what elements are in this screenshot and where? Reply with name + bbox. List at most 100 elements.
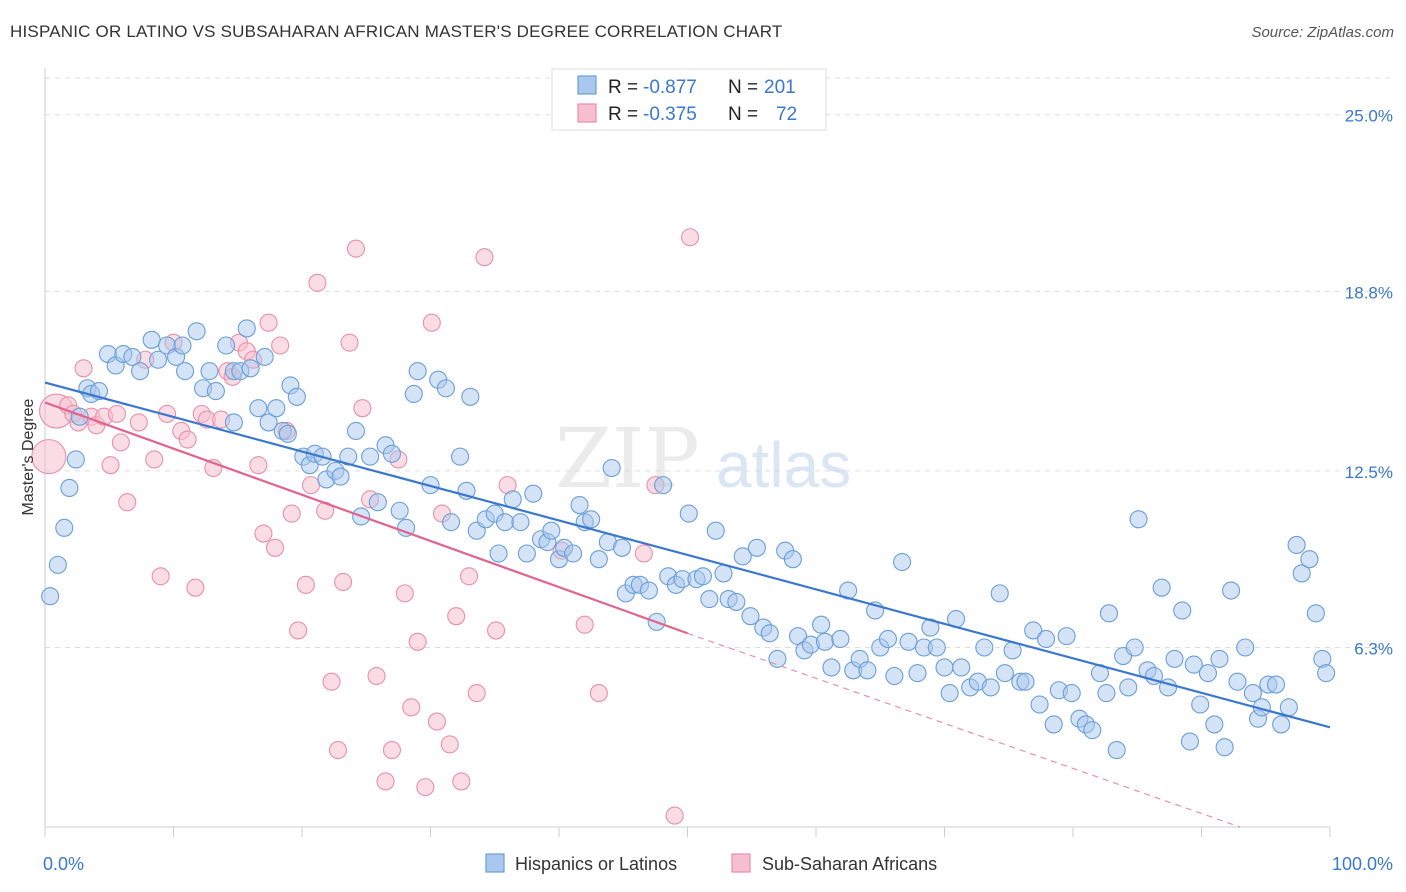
hispanic-point [55, 518, 74, 537]
sub-saharan-point [186, 578, 205, 597]
sub-saharan-point [459, 567, 479, 586]
sub-saharan-point [376, 772, 395, 791]
hispanic-point [908, 664, 927, 683]
hispanic-point [48, 555, 67, 574]
hispanic-point [217, 336, 236, 355]
hispanic-point [249, 399, 268, 418]
hispanic-point [237, 319, 256, 338]
legend-swatch-blue [577, 75, 597, 95]
hispanic-point [935, 658, 954, 677]
sub-saharan-point [289, 621, 308, 640]
hispanic-point [927, 638, 946, 657]
sub-saharan-point [145, 450, 164, 469]
hispanic-point [582, 510, 601, 529]
sub-saharan-point [589, 684, 608, 703]
hispanic-point [679, 504, 698, 523]
hispanic-point [489, 544, 508, 563]
hispanic-point [1222, 581, 1241, 600]
hispanic-point [639, 581, 659, 600]
hispanic-point [1119, 678, 1138, 697]
sub-saharan-point [340, 333, 359, 352]
sub-saharan-point [427, 712, 446, 731]
legend-n-label-1: N = [728, 77, 758, 98]
sub-saharan-point [31, 439, 67, 475]
sub-saharan-trend-line [44, 401, 688, 635]
hispanic-point [331, 467, 350, 486]
hispanic-point [815, 632, 835, 651]
hispanic-point [200, 362, 219, 381]
series-hispanic-points [41, 319, 1336, 760]
sub-saharan-point [322, 672, 341, 691]
hispanic-point [1062, 684, 1081, 703]
sub-saharan-point [254, 524, 273, 543]
hispanic-point [224, 413, 243, 432]
hispanic-point [1057, 627, 1076, 646]
sub-saharan-point [452, 772, 471, 791]
hispanic-point [893, 552, 912, 572]
hispanic-point [397, 518, 416, 537]
hispanic-point [878, 629, 898, 649]
grid-lines: 6.3% 12.5% 18.8% 25.0% [45, 77, 1395, 659]
hispanic-point [1107, 741, 1126, 760]
hispanic-point [241, 359, 260, 378]
hispanic-point [822, 658, 841, 677]
series-sub-saharan-points [31, 228, 700, 825]
hispanic-point [1184, 655, 1203, 674]
hispanic-point [1287, 535, 1306, 554]
legend-r-label-1: R = [608, 77, 638, 98]
sub-saharan-point [346, 239, 366, 258]
hispanic-point [1099, 604, 1119, 623]
hispanic-point [564, 544, 583, 563]
hispanic-point [187, 322, 206, 341]
y-tick-label: 18.8% [1345, 283, 1393, 302]
x-tick-label: 0.0% [43, 854, 84, 874]
legend-n-value-1: 201 [764, 77, 796, 98]
hispanic-point [1317, 664, 1336, 683]
sub-saharan-point [408, 632, 427, 651]
watermark-zip: ZIP [555, 412, 700, 507]
hispanic-point [975, 638, 994, 657]
sub-saharan-point [178, 430, 197, 449]
hispanic-point [1030, 695, 1049, 714]
sub-saharan-point [395, 584, 414, 603]
hispanic-point [495, 513, 515, 532]
hispanic-point [408, 362, 427, 381]
sub-saharan-point [74, 359, 93, 378]
sub-saharan-point [107, 404, 127, 423]
hispanic-point [123, 347, 142, 366]
hispanic-point [1036, 629, 1056, 649]
hispanic-point [1044, 715, 1063, 734]
sub-saharan-point [382, 741, 402, 760]
hispanic-point [287, 387, 306, 406]
legend-r-label-2: R = [608, 104, 638, 125]
source-credit: Source: ZipAtlas.com [1251, 24, 1394, 41]
correlation-legend: R = -0.877 N = 201 R = -0.375 N = 72 [551, 68, 827, 131]
hispanic-point [1083, 721, 1102, 740]
sub-saharan-point [129, 413, 148, 432]
legend-bottom-label-hispanic: Hispanics or Latinos [515, 854, 677, 874]
sub-saharan-point [440, 735, 459, 754]
hispanic-point [952, 658, 971, 677]
sub-saharan-point [334, 572, 353, 592]
hispanic-point [602, 458, 621, 478]
sub-saharan-point [301, 476, 321, 495]
hispanic-point [654, 476, 673, 495]
hispanic-point [990, 584, 1009, 603]
sub-saharan-point [575, 615, 594, 634]
trend-lines [44, 381, 1331, 828]
hispanic-point [346, 421, 366, 441]
hispanic-point [1129, 510, 1148, 529]
hispanic-point [517, 544, 536, 563]
hispanic-point [940, 684, 959, 703]
legend-r-value-1: -0.877 [643, 77, 697, 98]
hispanic-point [442, 513, 461, 532]
hispanic-point [1125, 638, 1144, 657]
hispanic-point [858, 661, 877, 680]
sub-saharan-point [634, 544, 653, 563]
y-tick-label: 25.0% [1345, 107, 1393, 126]
sub-saharan-point [265, 538, 285, 557]
watermark-atlas: atlas [716, 429, 851, 501]
hispanic-point [733, 547, 752, 566]
watermark: ZIP atlas [555, 412, 851, 507]
